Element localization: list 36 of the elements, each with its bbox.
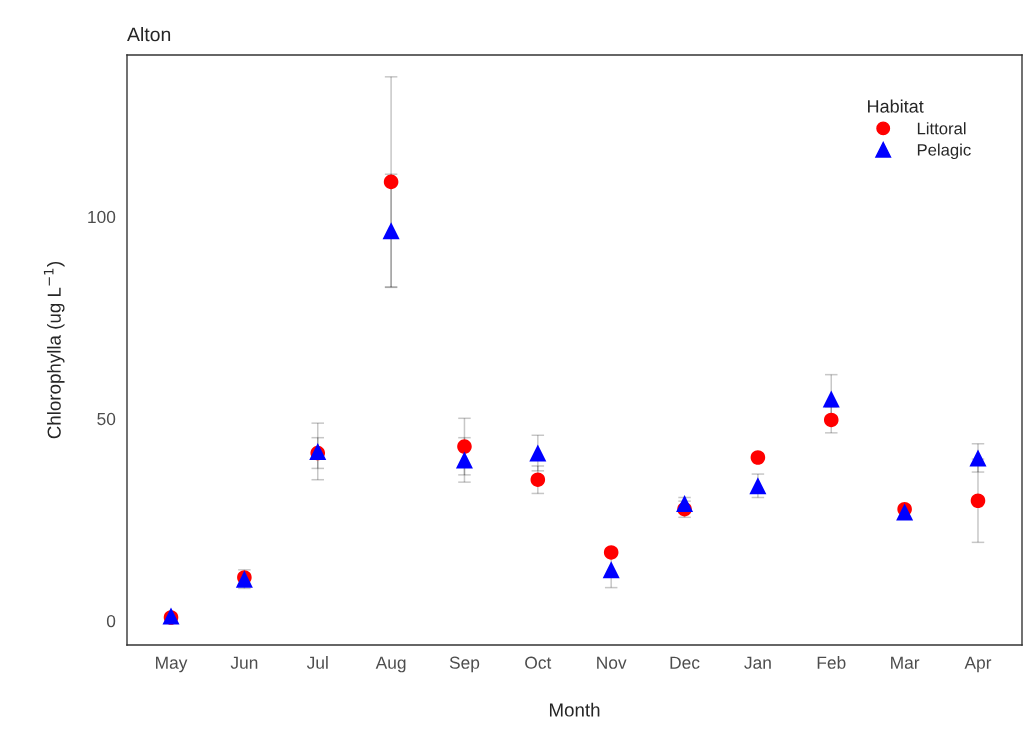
x-axis-title: Month	[549, 702, 600, 717]
point	[602, 561, 620, 579]
point	[970, 493, 986, 509]
x-tick-label: Oct	[525, 656, 552, 669]
point	[529, 444, 547, 462]
point	[603, 545, 619, 560]
point	[896, 503, 914, 521]
x-tick-label: Dec	[670, 656, 700, 669]
x-tick-label: Jan	[744, 656, 771, 669]
legend-label: Pelagic	[917, 143, 971, 160]
x-tick-label: Feb	[817, 656, 846, 669]
x-tick-label: Mar	[891, 656, 920, 669]
x-tick-label: Sep	[449, 656, 480, 673]
y-tick-label: 50	[97, 412, 116, 426]
point	[822, 390, 840, 408]
y-tick-label: 100	[88, 210, 116, 224]
x-tick-label: Aug	[375, 656, 406, 673]
point	[969, 449, 987, 467]
chart-title: Alton	[127, 27, 171, 42]
x-tick-label: Jul	[306, 656, 328, 669]
point	[382, 222, 400, 240]
legend-title: Habitat	[868, 99, 924, 113]
legend-label: Littoral	[917, 122, 966, 135]
x-tick-label: May	[156, 656, 188, 673]
point	[750, 450, 766, 465]
point	[383, 174, 399, 190]
point	[749, 477, 767, 495]
y-tick-label: 0	[106, 614, 116, 628]
x-tick-label: Nov	[597, 656, 627, 669]
x-tick-label: Apr	[964, 656, 992, 673]
point	[455, 451, 473, 469]
x-tick-label: Jun	[230, 656, 258, 669]
y-axis-title: Chlorophylla (ug L$^{−1}$)	[43, 261, 65, 439]
point	[530, 472, 546, 487]
point	[457, 439, 472, 454]
point	[823, 412, 839, 428]
